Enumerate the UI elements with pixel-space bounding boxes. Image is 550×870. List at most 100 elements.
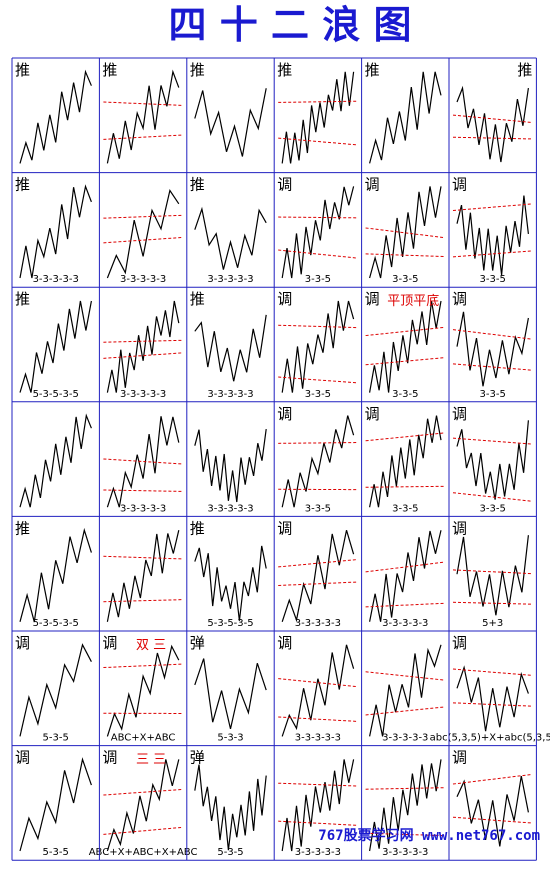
wave [456, 535, 529, 616]
cell-code: 5-3-5-3-5 [33, 389, 79, 400]
wave [456, 775, 529, 847]
wave [19, 300, 92, 393]
cell-code: 3-3-3-3-3 [120, 503, 166, 514]
wave [106, 300, 180, 393]
wave [369, 644, 442, 737]
trend-line [452, 816, 533, 824]
cell-code: 3-3-5 [392, 274, 418, 285]
trend-line [103, 555, 183, 560]
cell-code: 3-3-5 [480, 389, 506, 400]
trend-line [452, 329, 533, 340]
wave [106, 189, 180, 279]
trend-line [278, 137, 358, 146]
wave [106, 644, 180, 737]
cell-label: 调 [365, 176, 380, 194]
trend-line [103, 663, 183, 669]
cell-label: 调 [452, 634, 467, 652]
cell-code: 3-3-3-3-3 [207, 274, 253, 285]
trend-line [452, 668, 533, 676]
wave [456, 665, 529, 732]
cell-code: abc(5,3,5)+X+abc(5,3,5) [430, 733, 550, 744]
trend-line [278, 216, 358, 219]
cell-label: 推 [277, 61, 292, 79]
cell-code: 5-3-5 [43, 847, 69, 858]
wave [106, 530, 180, 622]
wave [456, 420, 529, 500]
trend-line [365, 485, 446, 488]
trend-line [103, 236, 183, 244]
trend-line [103, 134, 183, 140]
cell-label: 调 [15, 634, 30, 652]
cell-label: 调 [277, 519, 292, 537]
cell-label: 推 [15, 290, 30, 308]
cell-label: 推 [190, 61, 205, 79]
cell-label: 推 [190, 290, 205, 308]
trend-line [452, 702, 533, 707]
cell-code: 3-3-5 [305, 503, 331, 514]
cell-code: 3-3-5 [392, 503, 418, 514]
trend-line [365, 706, 446, 716]
wave [369, 415, 442, 508]
cell-code: 3-3-3-3-3 [382, 618, 428, 629]
cell-code: 3-3-3-3-3 [382, 733, 428, 744]
trend-line [452, 363, 533, 371]
cell-label: 推 [102, 61, 117, 79]
cell-label: 弹 [190, 749, 205, 767]
cell-label: 调 [365, 290, 380, 308]
trend-line [452, 136, 533, 140]
wave [456, 85, 529, 163]
title: 四 十 二 浪 图 [169, 2, 412, 47]
trend-line [365, 787, 446, 790]
cell-code: ABC+X+ABC [111, 733, 176, 744]
trend-line [365, 326, 446, 337]
wave [369, 186, 442, 279]
trend-line [452, 114, 533, 124]
wave [106, 759, 180, 852]
wave [19, 184, 92, 279]
wave [19, 643, 92, 737]
trend-line [278, 820, 358, 826]
cell-label: 推 [190, 519, 205, 537]
wave [281, 186, 355, 279]
cell-code: 3-3-5 [480, 274, 506, 285]
cell-label: 调 [277, 634, 292, 652]
wave [281, 415, 355, 508]
cell-label: 调 [102, 749, 117, 767]
trend-line [452, 569, 533, 575]
trend-line [103, 339, 183, 343]
cell-label: 推 [365, 61, 380, 79]
cell-code: 5-3-5-3-5 [33, 618, 79, 629]
wave [194, 206, 267, 270]
cell-code: 3-3-5 [305, 274, 331, 285]
trend-line [278, 716, 358, 722]
trend-line [365, 832, 446, 837]
cell-label: 弹 [190, 634, 205, 652]
cell-extra: 三 三 [136, 753, 166, 768]
trend-line [452, 437, 533, 445]
trend-line [278, 581, 358, 586]
cell-code: 3-3-3-3-3 [295, 618, 341, 629]
cell-label: 调 [452, 519, 467, 537]
cell-code: 3-3-3-3-3 [33, 274, 79, 285]
wave [194, 314, 267, 382]
trend-line [103, 788, 183, 796]
cell-code: 3-3-3-3-3 [295, 733, 341, 744]
cell-label: 调 [365, 405, 380, 423]
cell-label: 调 [277, 405, 292, 423]
wave [281, 644, 355, 737]
cell-code: 3-3-3-3-3 [120, 389, 166, 400]
wave [194, 764, 267, 851]
cell-label: 调 [452, 290, 467, 308]
cell-code: 5-3-5 [217, 847, 243, 858]
cell-label: 调 [452, 405, 467, 423]
trend-line [278, 324, 358, 329]
cell-code: 3-3-3-3-3 [382, 847, 428, 858]
trend-line [452, 492, 533, 502]
trend-line [278, 678, 358, 688]
wave [369, 530, 442, 622]
cell-label: 推 [15, 519, 30, 537]
wave [281, 300, 355, 393]
trend-line [278, 442, 358, 444]
wave [194, 88, 267, 157]
